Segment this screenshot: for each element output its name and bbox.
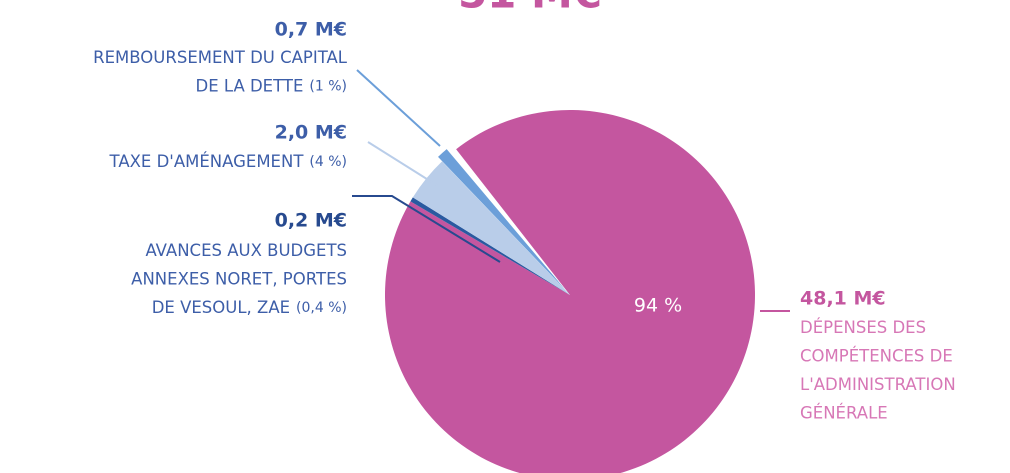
category-line: DE LA DETTE	[196, 76, 304, 95]
category-label: DE VESOUL, ZAE (0,4 %)	[152, 298, 347, 317]
category-label: GÉNÉRALE	[800, 403, 888, 422]
pie-slice	[438, 149, 566, 291]
category-label: COMPÉTENCES DE	[800, 346, 953, 365]
category-line: COMPÉTENCES DE	[800, 346, 953, 365]
category-line: REMBOURSEMENT DU CAPITAL	[93, 48, 348, 67]
category-label: DE LA DETTE (1 %)	[196, 76, 348, 95]
pie-slice	[412, 161, 570, 295]
chart-title: 51 M€	[458, 0, 602, 18]
pie-slice	[385, 110, 755, 473]
leader-line	[352, 195, 501, 263]
category-label: TAXE D'AMÉNAGEMENT (4 %)	[109, 152, 347, 171]
category-line: GÉNÉRALE	[800, 403, 888, 422]
percent-label: 94 %	[634, 295, 682, 317]
category-line: ANNEXES NORET, PORTES	[131, 269, 347, 288]
category-line: DÉPENSES DES	[800, 318, 926, 337]
percent-label: (4 %)	[309, 154, 347, 170]
amount-label: 0,7 M€	[275, 19, 347, 41]
category-label: AVANCES AUX BUDGETS	[145, 241, 347, 260]
category-label: DÉPENSES DES	[800, 318, 926, 337]
leader-line	[356, 69, 441, 147]
percent-label: (0,4 %)	[296, 300, 347, 316]
amount-label: 2,0 M€	[275, 122, 347, 144]
category-line: L'ADMINISTRATION	[800, 375, 956, 394]
amount-label: 48,1 M€	[800, 288, 886, 310]
leader-line	[367, 141, 439, 187]
category-label: L'ADMINISTRATION	[800, 375, 956, 394]
category-label: ANNEXES NORET, PORTES	[131, 269, 347, 288]
category-line: DE VESOUL, ZAE	[152, 298, 290, 317]
category-line: AVANCES AUX BUDGETS	[145, 241, 347, 260]
amount-label: 0,2 M€	[275, 210, 347, 232]
category-line: TAXE D'AMÉNAGEMENT	[109, 152, 305, 171]
pie-slice	[410, 197, 570, 295]
category-label: REMBOURSEMENT DU CAPITAL	[93, 48, 348, 67]
percent-label: (1 %)	[309, 79, 347, 95]
